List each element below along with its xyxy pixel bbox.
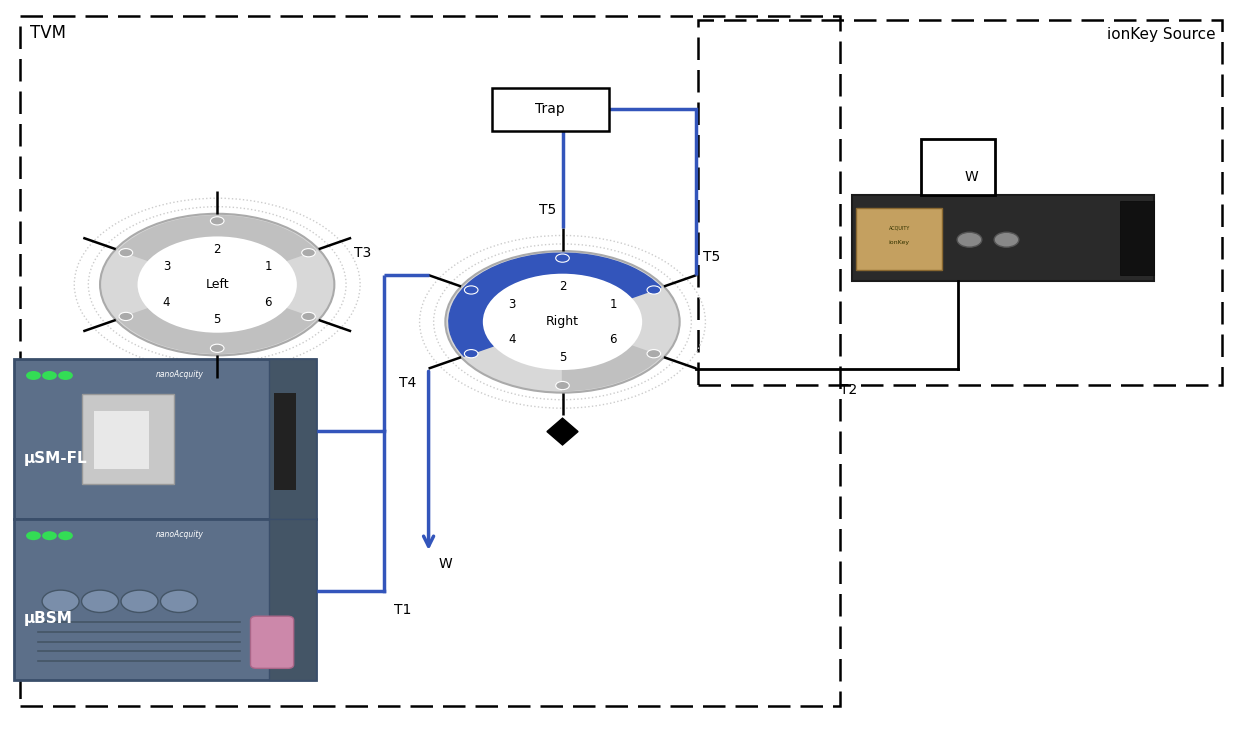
Bar (269, 359, 316, 519)
Text: 3: 3 (508, 298, 515, 310)
Polygon shape (548, 418, 578, 445)
Text: T1: T1 (393, 603, 410, 616)
Circle shape (210, 344, 224, 352)
Text: T3: T3 (353, 246, 371, 260)
Text: TVM: TVM (30, 24, 66, 42)
Bar (20, 16, 840, 705)
Text: 4: 4 (508, 333, 515, 346)
Circle shape (58, 371, 73, 380)
Text: 2: 2 (559, 280, 566, 293)
Bar (1120, 201, 1154, 275)
Text: T4: T4 (399, 376, 417, 390)
Text: 5: 5 (559, 351, 566, 364)
Text: 1: 1 (265, 260, 272, 273)
Text: T5: T5 (702, 250, 719, 264)
Bar (857, 208, 942, 270)
Text: W: W (439, 557, 452, 571)
FancyBboxPatch shape (251, 616, 294, 669)
Bar (274, 393, 297, 489)
Text: 3: 3 (163, 260, 171, 273)
Circle shape (119, 313, 132, 321)
FancyBboxPatch shape (14, 359, 316, 519)
Text: μBSM: μBSM (23, 611, 73, 626)
Circle shape (465, 286, 478, 294)
Bar (921, 139, 995, 195)
Bar (698, 20, 1222, 385)
Bar (269, 519, 316, 679)
Text: ionKey: ionKey (889, 240, 910, 245)
Text: nanoAcquity: nanoAcquity (156, 370, 204, 379)
Circle shape (465, 349, 478, 358)
Text: 2: 2 (214, 242, 221, 256)
Circle shape (445, 251, 680, 393)
Circle shape (42, 371, 57, 380)
Text: Trap: Trap (535, 102, 565, 117)
Text: T2: T2 (840, 384, 858, 397)
Circle shape (210, 217, 224, 225)
Bar (82, 394, 174, 483)
Bar (853, 195, 1154, 280)
Text: ACQUITY: ACQUITY (889, 225, 910, 230)
Circle shape (302, 313, 315, 321)
FancyBboxPatch shape (14, 519, 316, 679)
Circle shape (646, 349, 660, 358)
Circle shape (58, 531, 73, 540)
Circle shape (137, 236, 297, 333)
Circle shape (26, 371, 41, 380)
Text: 6: 6 (609, 333, 617, 346)
Circle shape (556, 254, 570, 263)
Wedge shape (119, 216, 315, 260)
Text: Left: Left (205, 278, 229, 291)
Bar (94, 411, 150, 469)
Circle shape (26, 531, 41, 540)
Circle shape (82, 590, 119, 613)
Text: W: W (964, 170, 978, 183)
Text: 5: 5 (214, 313, 221, 326)
Circle shape (556, 381, 570, 390)
Circle shape (483, 274, 643, 370)
Text: μSM-FL: μSM-FL (23, 451, 88, 466)
Circle shape (994, 233, 1018, 247)
Wedge shape (562, 346, 661, 390)
Circle shape (957, 233, 981, 247)
Text: 4: 4 (163, 295, 171, 309)
Wedge shape (119, 309, 315, 353)
Text: ionKey Source: ionKey Source (1107, 28, 1216, 43)
Text: nanoAcquity: nanoAcquity (156, 530, 204, 539)
Text: 6: 6 (265, 295, 272, 309)
Circle shape (42, 531, 57, 540)
Circle shape (100, 214, 335, 355)
Circle shape (42, 590, 79, 613)
Circle shape (161, 590, 198, 613)
Circle shape (121, 590, 158, 613)
Text: 1: 1 (609, 298, 617, 310)
Text: Right: Right (546, 316, 578, 328)
Circle shape (119, 248, 132, 257)
Bar (492, 88, 609, 131)
Circle shape (302, 248, 315, 257)
Wedge shape (449, 253, 661, 356)
Circle shape (646, 286, 660, 294)
Text: T5: T5 (539, 203, 556, 217)
